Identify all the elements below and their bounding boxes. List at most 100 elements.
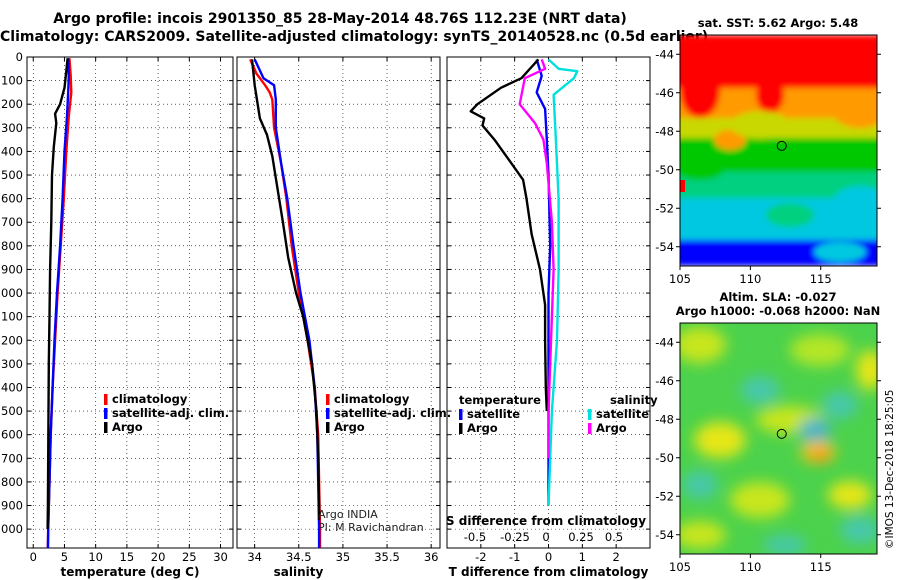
depth-tick-label: 100 (1, 74, 23, 88)
sla-eddy (856, 350, 877, 390)
temperature-xtick-label: 15 (120, 550, 135, 564)
sla-map-title: Altim. SLA: -0.027 (719, 290, 837, 304)
top-axis-tick-label: 0.5 (605, 530, 623, 544)
sla-lon-label: 105 (669, 560, 691, 574)
temperature-xlabel: temperature (deg C) (61, 565, 200, 579)
sst-lat-label: -52 (655, 201, 674, 215)
temperature-series-satellite-adj-clim- (46, 58, 71, 549)
sla-eddy (730, 482, 790, 518)
diff-right-legend-label: Argo (596, 421, 627, 435)
sst-map-bands (680, 35, 877, 266)
sst-land-edge (680, 180, 685, 192)
sla-lon-label: 115 (810, 560, 832, 574)
salinity-legend-swatch (326, 408, 330, 419)
sst-lat-label: -48 (655, 124, 674, 138)
sla-frame (679, 322, 878, 555)
sst-blob (832, 92, 877, 128)
sla-eddy (763, 535, 807, 554)
panel-salinity: 34 34.5 35 35.5 36 salinity (236, 56, 441, 579)
sst-lat-label: -46 (655, 86, 674, 100)
depth-tick-label: 1900 (0, 499, 23, 513)
temperature-legend-label: Argo (112, 420, 143, 434)
depth-tick-label: 2000 (0, 522, 23, 536)
sst-blob (766, 203, 814, 227)
depth-tick-label: 800 (1, 239, 23, 253)
difference-xtick-label: -2 (475, 550, 486, 564)
sst-lat-label: -50 (655, 163, 674, 177)
sst-blob (680, 160, 724, 180)
diff-left-legend-swatch (459, 423, 463, 434)
sla-eddy (680, 521, 726, 549)
sst-blob (714, 130, 746, 150)
imos-stamp: ©IMOS 13-Dec-2018 18:25:05 (884, 390, 896, 549)
sst-lat-label: -44 (655, 47, 674, 61)
difference-xlabel: T difference from climatology (449, 565, 649, 579)
diff-right-legend-label: satellite (596, 407, 649, 421)
diff-right-legend-swatch (588, 409, 592, 420)
top-axis-tick-label: -0.25 (500, 530, 530, 544)
depth-tick-label: 900 (1, 262, 23, 276)
legend-temperature-title: temperature (459, 393, 541, 407)
temperature-xtick-label: 20 (151, 550, 166, 564)
temperature-xtick-label: 10 (88, 550, 103, 564)
temperature-xtick-label: 25 (182, 550, 197, 564)
sla-lat-label: -50 (655, 451, 674, 465)
sla-argo-marker (776, 428, 787, 439)
sla-eddy (840, 516, 877, 544)
temperature-xtick-label: 0 (30, 550, 37, 564)
depth-tick-label: 0 (16, 50, 23, 64)
temperature-legend-label: climatology (112, 392, 188, 406)
depth-tick-label: 1400 (0, 380, 23, 394)
sst-blob (680, 62, 720, 118)
diff-left-legend-label: satellite (467, 407, 520, 421)
salinity-xtick-label: 35 (336, 550, 351, 564)
sla-map (680, 323, 877, 554)
sst-blob (740, 240, 780, 256)
salinity-frame (236, 56, 441, 549)
sst-lon-label: 110 (739, 272, 761, 286)
difference-xtick-label: 2 (613, 550, 620, 564)
sla-lat-label: -52 (655, 489, 674, 503)
salinity-xlabel: salinity (274, 565, 324, 579)
depth-tick-label: 700 (1, 215, 23, 229)
temperature-series-argo (46, 58, 69, 530)
salinity-xtick-label: 34 (247, 550, 262, 564)
depth-tick-label: 1300 (0, 357, 23, 371)
difference-series-t-argo (469, 58, 548, 412)
sst-blob (680, 244, 724, 260)
temperature-xtick-label: 5 (61, 550, 68, 564)
sst-frame (679, 34, 878, 267)
depth-tick-label: 1200 (0, 333, 23, 347)
sst-lon-label: 105 (669, 272, 691, 286)
sla-map-features (680, 327, 877, 554)
depth-tick-label: 500 (1, 168, 23, 182)
depth-tick-label: 1000 (0, 286, 23, 300)
diff-left-legend-label: Argo (467, 421, 498, 435)
credit-program: Argo INDIA (318, 508, 378, 521)
credit-pi: PI: M Ravichandran (318, 521, 424, 534)
title-line-1: Argo profile: incois 2901350_85 28-May-2… (53, 11, 627, 27)
panel-temperature: 0100200300400500600700800900100011001200… (0, 50, 234, 579)
depth-tick-label: 1600 (0, 428, 23, 442)
top-axis-tick-label: -0.5 (464, 530, 486, 544)
temperature-xtick-label: 30 (213, 550, 228, 564)
depth-tick-label: 1700 (0, 451, 23, 465)
depth-tick-label: 1800 (0, 475, 23, 489)
salinity-legend-swatch (326, 422, 330, 433)
sla-lat-label: -46 (655, 374, 674, 388)
salinity-xtick-label: 34.5 (286, 550, 312, 564)
diff-right-legend-swatch (588, 423, 592, 434)
salinity-series-argo (250, 59, 321, 520)
top-axis-tick-label: 0.25 (568, 530, 594, 544)
sst-blob (834, 186, 877, 214)
sst-blob (756, 77, 784, 113)
temperature-legend-swatch (104, 408, 108, 419)
salinity-xtick-label: 35.5 (374, 550, 400, 564)
depth-tick-label: 400 (1, 144, 23, 158)
salinity-xtick-label: 36 (424, 550, 439, 564)
difference-xtick-label: -1 (509, 550, 520, 564)
sla-lon-label: 110 (739, 560, 761, 574)
sla-eddy (799, 418, 831, 442)
sla-eddy (694, 422, 746, 458)
